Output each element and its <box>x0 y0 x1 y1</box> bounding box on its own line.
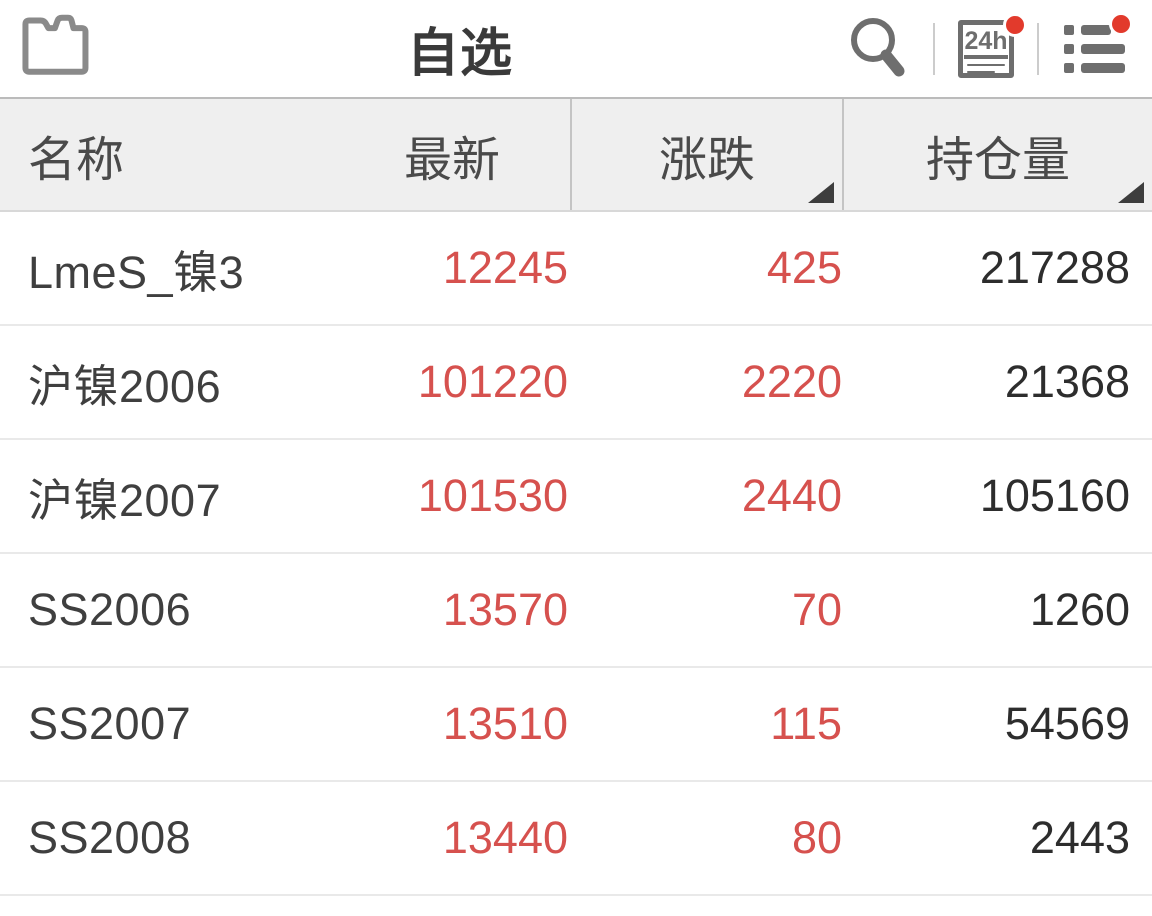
price-change: 2440 <box>741 470 842 521</box>
sort-corner-icon <box>1118 182 1144 203</box>
price-change: 2220 <box>741 356 842 407</box>
last-price: 13440 <box>442 812 568 863</box>
price-change: 115 <box>770 698 842 749</box>
quote-row-huni2007[interactable]: 沪镍2007 101530 2440 105160 <box>0 440 1152 554</box>
instrument-name: 沪镍2007 <box>28 474 222 526</box>
page-title: 自选 <box>406 25 513 83</box>
price-change: 425 <box>766 242 842 293</box>
instrument-name: SS2007 <box>28 698 192 749</box>
last-price: 13510 <box>442 698 568 749</box>
instrument-name: 沪镍2006 <box>28 360 222 412</box>
quote-row-ss2007[interactable]: SS2007 13510 115 54569 <box>0 668 1152 782</box>
list-notification-badge <box>1109 11 1133 36</box>
news-24h-icon: 24h <box>958 19 1014 78</box>
open-interest: 2443 <box>1029 812 1130 863</box>
column-header-name: 名称 <box>28 133 125 187</box>
open-interest: 1260 <box>1029 584 1130 635</box>
open-interest: 105160 <box>979 470 1130 521</box>
quote-row-LmeS-ni3[interactable]: LmeS_镍3 12245 425 217288 <box>0 212 1152 326</box>
last-price: 13570 <box>442 584 568 635</box>
last-price: 12245 <box>442 242 568 293</box>
column-header-open-interest[interactable]: 持仓量 <box>842 99 1152 210</box>
quote-row-ss2008[interactable]: SS2008 13440 80 2443 <box>0 782 1152 896</box>
search-button[interactable] <box>845 16 911 82</box>
instrument-name: SS2006 <box>28 584 192 635</box>
quote-list-menu-button[interactable] <box>1061 11 1133 79</box>
open-interest: 21368 <box>1004 356 1130 407</box>
news-notification-badge <box>1003 12 1027 37</box>
top-bar: 自选 24h <box>0 0 1152 97</box>
instrument-name: SS2008 <box>28 812 192 863</box>
top-bar-actions: 24h <box>845 0 1152 97</box>
news-24h-button[interactable]: 24h <box>957 12 1027 79</box>
column-header-change[interactable]: 涨跌 <box>570 99 842 210</box>
toolbar-divider <box>933 22 935 75</box>
last-price: 101530 <box>417 470 568 521</box>
watchlist-groups-button[interactable] <box>18 12 94 82</box>
quote-table-header: 名称 最新 涨跌 持仓量 <box>0 97 1152 212</box>
quote-row-ss2006[interactable]: SS2006 13570 70 1260 <box>0 554 1152 668</box>
open-interest: 217288 <box>979 242 1130 293</box>
watchlist-screen: 自选 24h <box>0 0 1152 896</box>
list-icon <box>1063 24 1125 73</box>
column-header-last[interactable]: 最新 <box>403 133 500 187</box>
toolbar-divider <box>1037 22 1039 75</box>
open-interest: 54569 <box>1004 698 1130 749</box>
search-icon <box>845 13 911 84</box>
folder-icon <box>20 12 92 83</box>
instrument-name: LmeS_镍3 <box>28 246 245 298</box>
last-price: 101220 <box>417 356 568 407</box>
price-change: 80 <box>791 812 842 863</box>
quote-table-body: LmeS_镍3 12245 425 217288 沪镍2006 101220 2… <box>0 212 1152 896</box>
sort-corner-icon <box>808 182 834 203</box>
price-change: 70 <box>791 584 842 635</box>
quote-row-huni2006[interactable]: 沪镍2006 101220 2220 21368 <box>0 326 1152 440</box>
